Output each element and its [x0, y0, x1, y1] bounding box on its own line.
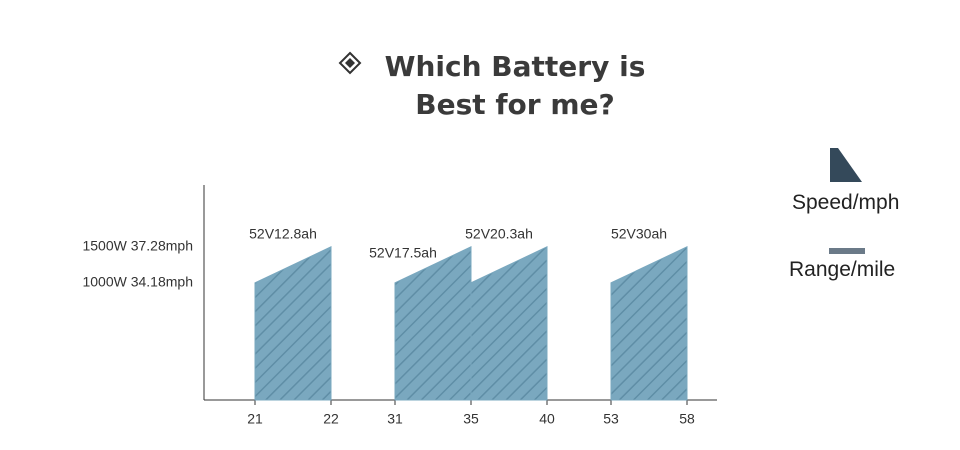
battery-area [394, 246, 472, 401]
legend-icon [829, 248, 865, 254]
title-icon [338, 51, 362, 75]
x-tick-label: 21 [247, 411, 263, 427]
y-tick-label: 1000W 34.18mph [82, 274, 193, 290]
x-tick-label: 22 [323, 411, 339, 427]
series-label: 52V12.8ah [249, 226, 317, 242]
x-tick-label: 40 [539, 411, 555, 427]
legend-label: Range/mile [789, 258, 896, 281]
legend-label: Speed/mph [792, 191, 900, 214]
legend-icon [830, 148, 862, 182]
battery-area [470, 246, 548, 401]
series-label: 52V17.5ah [369, 245, 437, 261]
x-tick-label: 31 [387, 411, 403, 427]
battery-area [254, 246, 332, 401]
series-label: 52V20.3ah [465, 226, 533, 242]
x-tick-label: 58 [679, 411, 695, 427]
y-tick-label: 1500W 37.28mph [82, 238, 193, 254]
x-tick-label: 35 [463, 411, 479, 427]
battery-area [610, 246, 688, 401]
x-tick-label: 53 [603, 411, 619, 427]
series-label: 52V30ah [611, 226, 667, 242]
chart-title: Which Battery is Best for me? [384, 50, 646, 121]
